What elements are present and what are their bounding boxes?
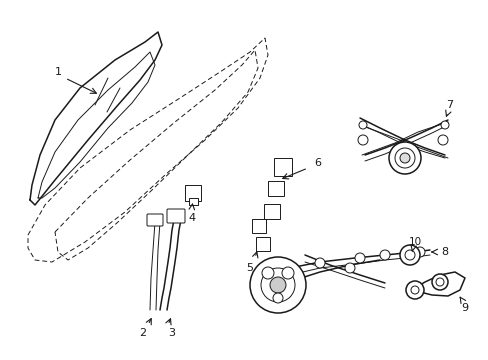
Circle shape [345,263,354,273]
Text: 3: 3 [168,328,175,338]
Circle shape [435,278,443,286]
Circle shape [272,293,283,303]
Circle shape [440,121,448,129]
Circle shape [357,135,367,145]
Circle shape [431,274,447,290]
Circle shape [262,267,273,279]
FancyBboxPatch shape [264,204,280,219]
Circle shape [394,148,414,168]
Circle shape [314,258,325,268]
Circle shape [405,281,423,299]
Circle shape [249,257,305,313]
Text: 1: 1 [54,67,61,77]
FancyBboxPatch shape [256,237,269,251]
FancyBboxPatch shape [167,209,184,223]
Text: 8: 8 [441,247,447,257]
Circle shape [437,135,447,145]
Circle shape [399,153,409,163]
Text: 7: 7 [446,100,453,110]
Text: 9: 9 [461,303,468,313]
Text: 4: 4 [188,213,195,223]
Text: 5: 5 [246,263,253,273]
FancyBboxPatch shape [273,158,291,176]
FancyBboxPatch shape [147,214,163,226]
Circle shape [414,247,424,257]
Circle shape [261,268,294,302]
Circle shape [404,250,414,260]
FancyBboxPatch shape [188,198,197,204]
Circle shape [358,121,366,129]
FancyBboxPatch shape [267,181,284,196]
Text: 6: 6 [314,158,321,168]
FancyBboxPatch shape [251,219,265,233]
Text: 2: 2 [139,328,146,338]
Circle shape [282,267,293,279]
Circle shape [379,250,389,260]
Circle shape [399,245,419,265]
Circle shape [388,142,420,174]
Circle shape [269,277,285,293]
Text: 10: 10 [407,237,421,247]
Circle shape [410,286,418,294]
Circle shape [354,253,364,263]
FancyBboxPatch shape [184,185,201,201]
